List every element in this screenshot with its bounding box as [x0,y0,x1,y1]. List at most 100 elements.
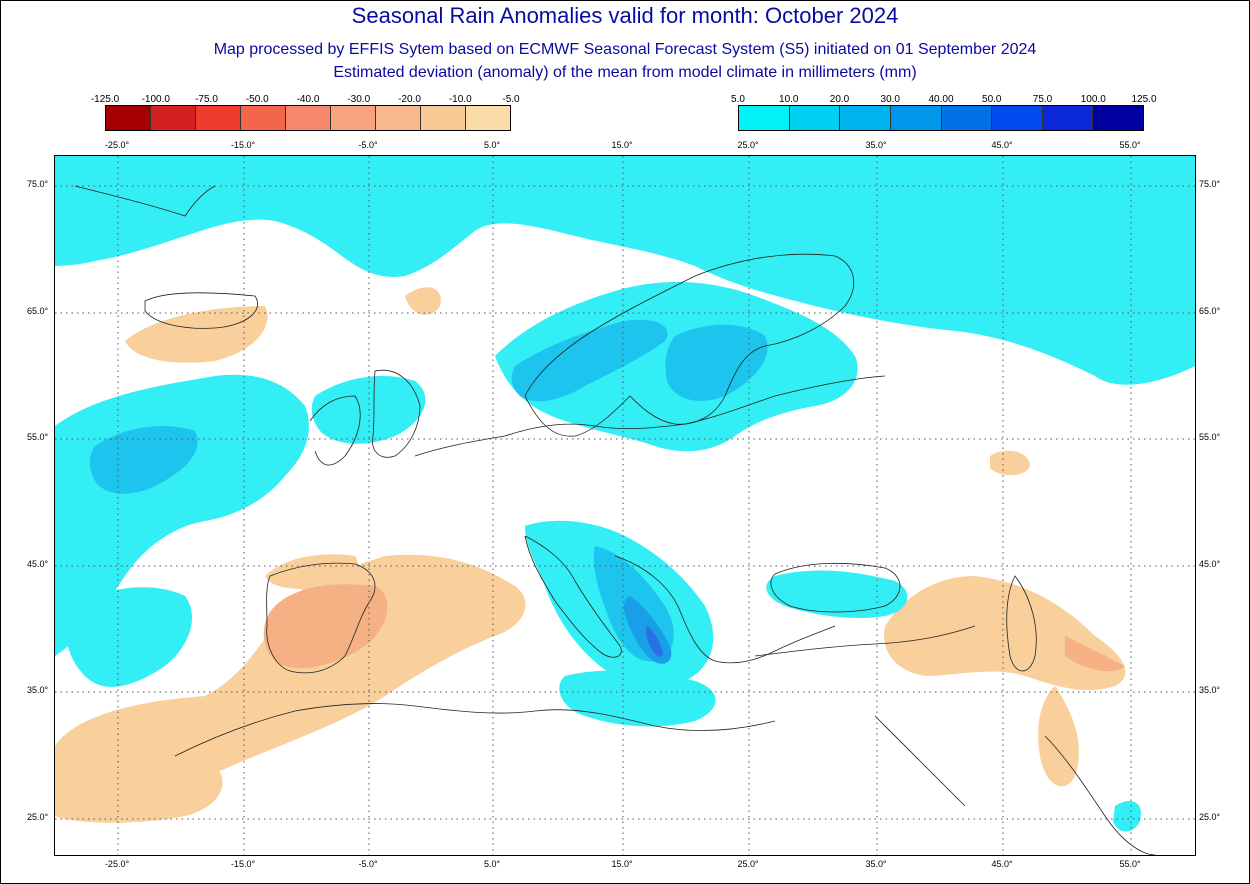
legend-tick-label: -50.0 [245,94,269,105]
wet-area-baltic [665,324,768,401]
legend-swatch [890,106,942,130]
coordinate-label: 25.0° [737,859,759,869]
coast-balkans-greece [614,555,836,664]
wet-area-norway-coast [511,319,668,402]
coordinate-label: 75.0° [1199,179,1221,189]
wet-anomaly-areas [55,156,1195,832]
coordinate-label: 55.0° [1119,859,1141,869]
coordinate-label: 45.0° [991,140,1013,150]
wet-area-ionian-peak [646,626,663,657]
coast-caspian [1006,575,1037,672]
legend-swatch [241,106,286,130]
legend-tick-label: -40.0 [296,94,320,105]
legend-tick-label: -75.0 [195,94,218,105]
coordinate-label: 55.0° [27,432,49,442]
legend-positive: 5.0 10.0 20.0 30.0 40.00 50.0 75.0 100.0 125.0 [731,94,1157,131]
coordinate-label: 55.0° [1199,432,1221,442]
map-title: Seasonal Rain Anomalies valid for month:… [351,3,899,28]
dry-area-iran [1038,686,1079,787]
legend-tick-label: 30.0 [880,94,900,105]
coast-greenland [74,185,216,217]
legend-swatch [106,106,151,130]
legend-tick-label: -30.0 [347,94,371,105]
coordinate-label: -25.0° [104,140,130,150]
coordinate-label: 45.0° [27,559,49,569]
map-subtitle-units: Estimated deviation (anomaly) of the mea… [333,64,917,81]
legend-swatch [1093,106,1143,130]
dry-area-iceland [125,306,268,363]
legend-tick-label: 20.0 [829,94,850,105]
dry-area-iberia-north-africa [55,554,526,808]
coordinate-label: 25.0° [737,140,759,150]
dry-anomaly-areas [55,287,1126,823]
coordinate-label: -25.0° [104,859,130,869]
coordinate-label: 5.0° [483,140,501,150]
coordinate-label: -5.0° [358,140,378,150]
legend-swatch [992,106,1043,130]
coordinate-label: 15.0° [611,859,633,869]
coordinate-label: 35.0° [865,140,887,150]
coordinate-label: 45.0° [1199,559,1221,569]
dry-area-norwegian-sea [405,287,441,315]
coast-scandinavia [524,253,854,437]
coordinate-label: 35.0° [1199,685,1221,695]
dry-area-atlantic-south [55,744,223,823]
coordinate-label: 65.0° [27,306,49,316]
map-subtitle-source: Map processed by EFFIS Sytem based on EC… [213,41,1037,58]
coast-turkey [754,625,976,657]
coordinate-label: -5.0° [358,859,378,869]
legend-tick-label: 75.0 [1032,94,1053,105]
coordinate-label: 15.0° [611,140,633,150]
coordinate-label: 45.0° [991,859,1013,869]
legend-tick-label: 10.0 [779,94,799,105]
coordinate-label: 35.0° [865,859,887,869]
legend-swatch [840,106,891,130]
coast-italy [524,535,622,658]
legend-swatch [1042,106,1094,130]
coordinate-label: 25.0° [1199,812,1221,822]
legend-tick-label: 40.00 [928,94,954,105]
legend-swatch [789,106,841,130]
coordinate-label: -15.0° [230,859,256,869]
coast-black-sea [770,562,901,613]
graticule [55,156,1195,855]
anomaly-map [54,155,1196,856]
coast-north-africa [174,703,776,757]
coordinate-label: 65.0° [1199,306,1221,316]
legend-tick-label: -100.0 [141,94,170,105]
legend-positive-ticks: 5.0 10.0 20.0 30.0 40.00 50.0 75.0 100.0 125.0 [731,94,1156,105]
legend-swatch [286,106,331,130]
coast-continent-north [414,375,886,457]
coordinate-label: 25.0° [27,812,49,822]
legend-swatch [421,106,466,130]
coordinate-label: -15.0° [230,140,256,150]
wet-area-black-sea [766,570,908,618]
wet-area-red-sea [1113,801,1141,832]
legend-tick-label: 100.0 [1080,94,1106,105]
dry-area-kazakh [990,450,1030,476]
dry-area-iberia-core [263,584,388,669]
legend-swatch [376,106,421,130]
map-canvas [55,156,1195,855]
legend-tick-label: 5.0 [731,94,745,105]
coast-ireland-uk [309,369,421,466]
legend-negative-ticks: -125.0 -100.0 -75.0 -50.0 -40.0 -30.0 -20.0 -10… [91,94,520,105]
wet-area-atlantic-core [89,426,198,494]
legend-swatch [331,106,376,130]
legend-tick-label: -10.0 [448,94,472,105]
legend-positive-bar [738,105,1144,131]
legend-swatch [466,106,510,130]
dry-area-iran-core [1065,636,1125,672]
legend-negative: -125.0 -100.0 -75.0 -50.0 -40.0 -30.0 -20.0 -10… [91,94,520,131]
legend-tick-label: -125.0 [90,94,120,105]
legend-tick-label: 125.0 [1131,94,1157,105]
wet-area-arctic-north [55,156,1195,385]
dry-area-turkey-middle-east [884,576,1126,691]
legend-tick-label: -20.0 [398,94,421,105]
legend-negative-bar [105,105,511,131]
coordinate-label: 35.0° [27,685,49,695]
coast-iceland [144,292,258,329]
legend-swatch [151,106,196,130]
legend-tick-label: 50.0 [982,94,1002,105]
coastlines [74,185,1156,855]
